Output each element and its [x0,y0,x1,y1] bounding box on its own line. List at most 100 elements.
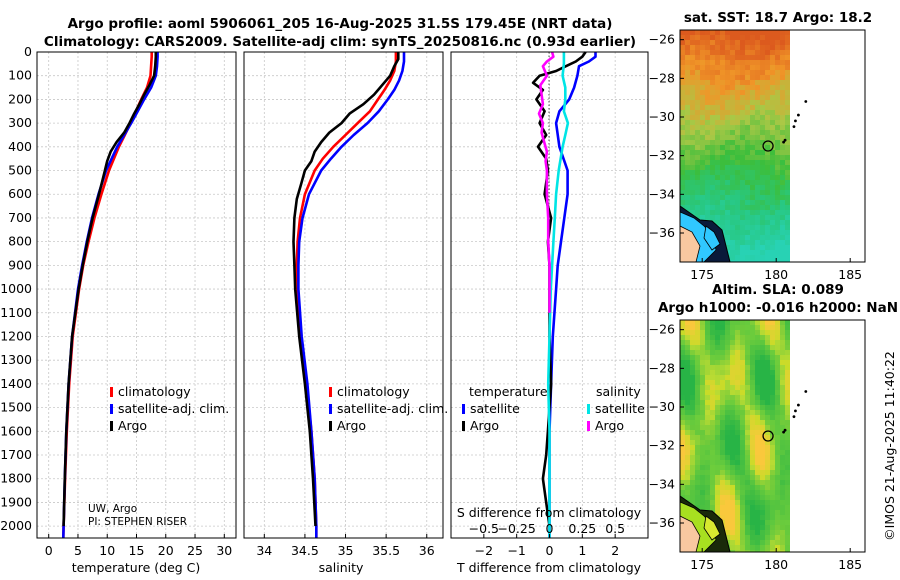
heatmap-cell [750,125,756,131]
heatmap-cell [755,200,761,206]
heatmap-cell [740,545,746,551]
heatmap-cell [700,80,706,86]
heatmap-cell [765,50,771,56]
heatmap-cell [770,420,776,426]
heatmap-cell [710,55,716,61]
heatmap-cell [725,350,731,356]
heatmap-cell [785,500,790,506]
heatmap-cell [780,55,786,61]
heatmap-cell [730,355,736,361]
heatmap-cell [755,485,761,491]
heatmap-cell [710,505,716,511]
heatmap-cell [750,405,756,411]
heatmap-cell [780,515,786,521]
heatmap-cell [725,45,731,51]
depth-tick-label: 0 [24,44,32,59]
heatmap-cell [760,130,766,136]
heatmap-cell [780,475,786,481]
heatmap-cell [760,440,766,446]
heatmap-cell [740,330,746,336]
heatmap-cell [730,95,736,101]
heatmap-cell [700,205,706,211]
heatmap-cell [740,375,746,381]
heatmap-cell [695,360,701,366]
heatmap-cell [735,415,741,421]
heatmap-cell [785,345,790,351]
heatmap-cell [700,35,706,41]
heatmap-cell [680,70,686,76]
heatmap-cell [725,400,731,406]
heatmap-cell [710,470,716,476]
heatmap-cell [730,510,736,516]
heatmap-cell [740,175,746,181]
heatmap-cell [745,45,751,51]
heatmap-cell [760,380,766,386]
heatmap-cell [715,380,721,386]
heatmap-cell [730,150,736,156]
heatmap-cell [780,35,786,41]
heatmap-cell [735,255,741,261]
heatmap-cell [715,425,721,431]
heatmap-cell [725,485,731,491]
heatmap-cell [765,405,771,411]
heatmap-cell [710,425,716,431]
heatmap-cell [740,70,746,76]
heatmap-cell [785,100,790,106]
heatmap-cell [695,505,701,511]
heatmap-cell [780,180,786,186]
heatmap-cell [760,320,766,326]
heatmap-cell [680,335,686,341]
heatmap-cell [685,125,691,131]
heatmap-cell [770,250,776,256]
heatmap-cell [770,550,776,552]
heatmap-cell [760,425,766,431]
heatmap-cell [760,230,766,236]
heatmap-cell [740,160,746,166]
heatmap-cell [695,115,701,121]
heatmap-cell [765,410,771,416]
heatmap-cell [770,135,776,141]
heatmap-cell [745,360,751,366]
y-tick-label: −34 [649,476,675,491]
heatmap-cell [750,30,756,36]
heatmap-cell [705,120,711,126]
heatmap-cell [770,350,776,356]
heatmap-cell [770,390,776,396]
heatmap-cell [735,65,741,71]
heatmap-cell [725,155,731,161]
heatmap-cell [755,385,761,391]
heatmap-cell [780,460,786,466]
heatmap-cell [700,385,706,391]
heatmap-cell [765,220,771,226]
heatmap-cell [695,170,701,176]
heatmap-cell [725,435,731,441]
heatmap-cell [750,210,756,216]
heatmap-cell [775,195,781,201]
heatmap-cell [750,40,756,46]
heatmap-cell [770,460,776,466]
heatmap-cell [695,390,701,396]
heatmap-cell [770,400,776,406]
heatmap-cell [720,70,726,76]
heatmap-cell [685,185,691,191]
heatmap-cell [715,475,721,481]
heatmap-cell [770,190,776,196]
heatmap-cell [735,95,741,101]
heatmap-cell [775,205,781,211]
heatmap-cell [745,540,751,546]
heatmap-cell [775,145,781,151]
heatmap-cell [735,30,741,36]
heatmap-cell [755,55,761,61]
heatmap-cell [710,345,716,351]
heatmap-cell [695,400,701,406]
heatmap-cell [785,210,790,216]
heatmap-cell [730,30,736,36]
heatmap-cell [715,40,721,46]
heatmap-cell [720,480,726,486]
heatmap-cell [695,320,701,326]
heatmap-cell [765,390,771,396]
heatmap-cell [710,360,716,366]
heatmap-cell [685,395,691,401]
heatmap-cell [770,470,776,476]
depth-ticks: 0100200300400500600700800900100011001200… [0,44,32,533]
